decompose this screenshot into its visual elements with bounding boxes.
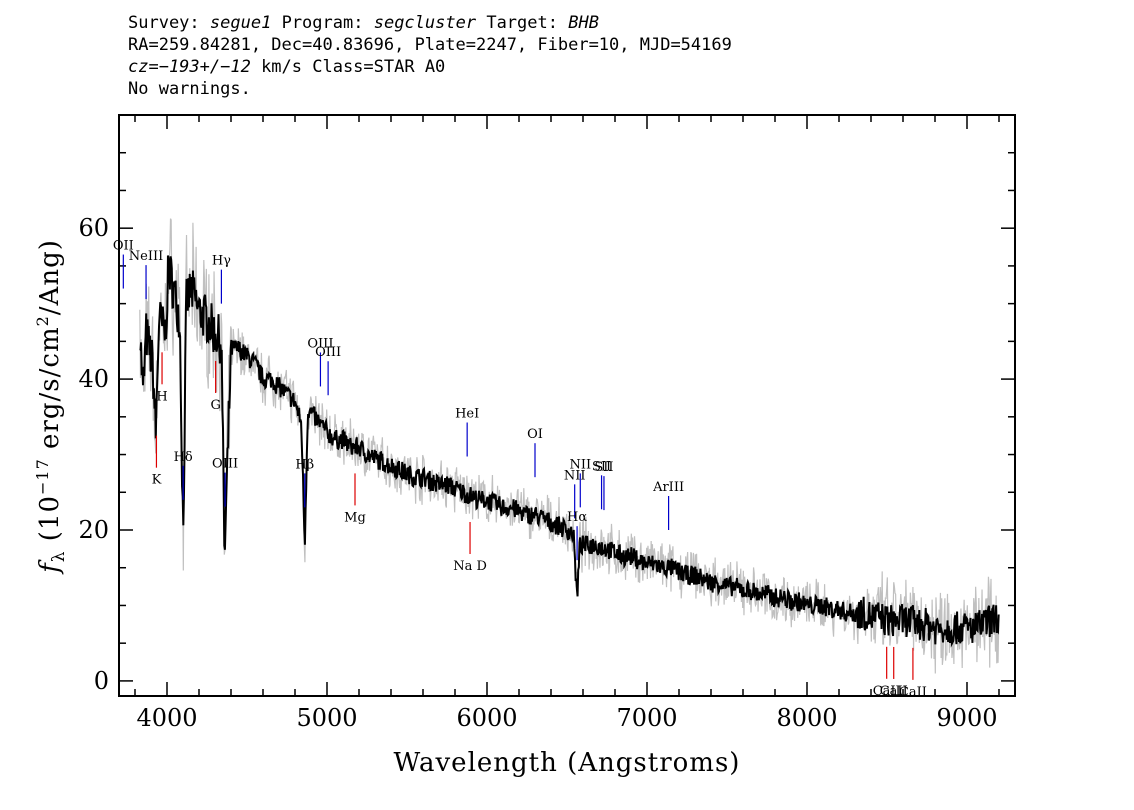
emission-line-label: ArIII bbox=[652, 480, 684, 495]
emission-line-label: SII bbox=[592, 459, 611, 474]
emission-line-label: SII bbox=[594, 460, 613, 475]
y-axis-title-mid2: erg/s/cm bbox=[35, 326, 65, 458]
x-tick-label: 9000 bbox=[936, 704, 997, 732]
emission-line-label: OIII bbox=[307, 336, 333, 351]
emission-line-label: Hα bbox=[567, 510, 587, 525]
absorption-line-label: Mg bbox=[344, 510, 366, 525]
flux-line bbox=[139, 255, 1000, 648]
emission-line-label: Hδ bbox=[174, 450, 193, 465]
y-tick-label: 0 bbox=[94, 667, 109, 695]
absorption-line-label: K bbox=[152, 473, 162, 488]
header-line-4: No warnings. bbox=[128, 79, 251, 99]
header-line-3: cz=−193+/−12 km/s Class=STAR A0 bbox=[128, 56, 732, 78]
y-tick-label: 60 bbox=[78, 214, 109, 242]
absorption-line-label: CaII bbox=[880, 684, 908, 699]
axis-ticks: 4000 5000 6000 7000 8000 9000 0 20 40 60 bbox=[78, 115, 1015, 732]
program-value: segcluster bbox=[373, 13, 477, 33]
y-axis-title: fλ (10−17 erg/s/cm2/Ang) bbox=[33, 239, 69, 575]
target-label: Target: bbox=[486, 13, 558, 33]
survey-label: Survey: bbox=[128, 13, 200, 33]
emission-line-label: HeI bbox=[455, 407, 479, 422]
absorption-line-label: CaII bbox=[899, 685, 927, 700]
x-tick-label: 6000 bbox=[456, 704, 517, 732]
absorption-line-label: G bbox=[210, 398, 220, 413]
emission-line-label: OI bbox=[527, 427, 543, 442]
absorption-line-label: H bbox=[156, 389, 167, 404]
x-tick-label: 7000 bbox=[616, 704, 677, 732]
x-tick-label: 5000 bbox=[296, 704, 357, 732]
emission-line-label: OII bbox=[113, 239, 134, 254]
x-tick-label: 8000 bbox=[776, 704, 837, 732]
emission-line-label: Hβ bbox=[295, 457, 314, 472]
y-axis-title-sup: −17 bbox=[33, 458, 52, 495]
y-axis-title-sub: λ bbox=[49, 550, 69, 562]
y-axis-title-f: f bbox=[35, 559, 65, 575]
absorption-line-label: CaII bbox=[873, 684, 901, 699]
target-value: BHB bbox=[568, 13, 599, 33]
emission-line-label: OIII bbox=[315, 345, 341, 360]
class-value: km/s Class=STAR A0 bbox=[250, 57, 446, 77]
redshift-value: cz=−193+/−12 bbox=[128, 57, 251, 77]
header-line-2: RA=259.84281, Dec=40.83696, Plate=2247, … bbox=[128, 35, 732, 55]
y-axis-title-post: /Ang) bbox=[35, 239, 65, 315]
y-axis-title-sup2: 2 bbox=[33, 315, 52, 326]
emission-line-label: Hγ bbox=[212, 254, 231, 269]
emission-line-label: OIII bbox=[212, 457, 238, 472]
x-tick-label: 4000 bbox=[136, 704, 197, 732]
spectrum-header: Survey: segue1 Program: segcluster Targe… bbox=[128, 12, 732, 100]
y-axis-title-mid: (10 bbox=[35, 495, 65, 551]
header-line-1: Survey: segue1 Program: segcluster Targe… bbox=[128, 12, 732, 34]
survey-value: segue1 bbox=[209, 13, 272, 33]
flux-series-line bbox=[139, 255, 1000, 648]
program-label: Program: bbox=[281, 13, 364, 33]
x-axis-title: Wavelength (Angstroms) bbox=[394, 748, 741, 778]
y-tick-label: 20 bbox=[78, 516, 109, 544]
absorption-line-label: Na D bbox=[453, 559, 487, 574]
emission-line-label: NeIII bbox=[129, 249, 163, 264]
y-tick-label: 40 bbox=[78, 365, 109, 393]
plot-frame bbox=[118, 114, 1016, 697]
emission-line-label: NII bbox=[569, 457, 591, 472]
